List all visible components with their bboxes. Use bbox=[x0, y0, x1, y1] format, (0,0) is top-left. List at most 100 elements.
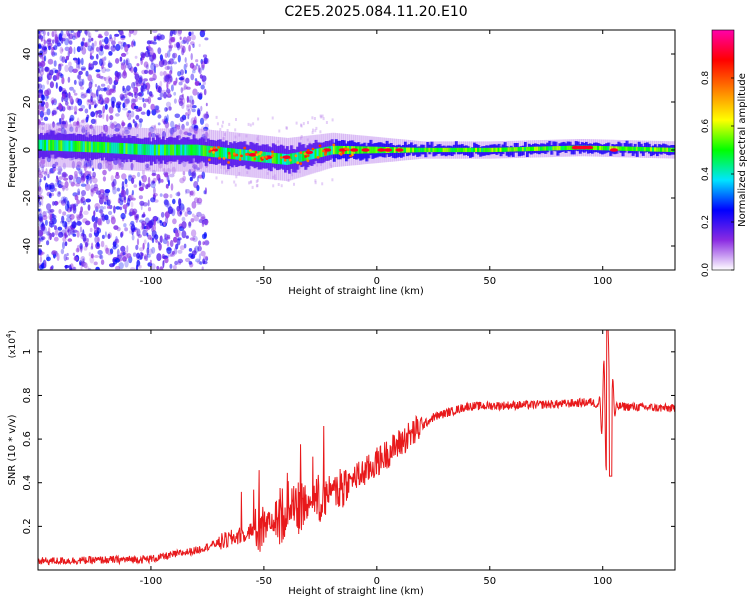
spectrogram-band-cell bbox=[473, 142, 477, 153]
spectrogram-band-core bbox=[485, 147, 489, 153]
spectrogram-noise-cell bbox=[228, 122, 231, 126]
spectrogram-peak bbox=[210, 147, 213, 151]
spectrogram-band-core bbox=[292, 153, 296, 164]
spectrogram-noise-cell bbox=[169, 76, 173, 83]
spectrogram-noise-cell bbox=[119, 30, 124, 36]
spectrogram-noise-cell bbox=[102, 57, 106, 62]
spectrogram-noise-cell bbox=[126, 245, 129, 253]
spectrogram-band-core bbox=[450, 147, 454, 153]
spectrogram-noise-cell bbox=[102, 160, 106, 165]
spectrogram-noise-cell bbox=[86, 114, 90, 119]
spectrogram-noise-cell bbox=[150, 94, 154, 98]
spectrogram-noise-cell bbox=[80, 171, 83, 175]
spectrogram-noise-cell bbox=[153, 35, 158, 40]
spectrogram-band-core bbox=[448, 147, 452, 153]
spectrogram-noise-cell bbox=[149, 47, 154, 56]
spectrogram-noise-cell bbox=[43, 30, 46, 36]
spectrogram-noise-cell bbox=[194, 78, 198, 82]
spectrogram-noise-cell bbox=[189, 190, 194, 196]
spectrogram-noise-cell bbox=[172, 198, 176, 205]
spectrogram-noise-cell bbox=[164, 74, 170, 83]
spectrogram-noise-cell bbox=[167, 91, 171, 97]
spectrogram-noise-cell bbox=[38, 61, 41, 67]
spectrogram-noise-cell bbox=[159, 92, 164, 98]
spectrogram-noise-cell bbox=[249, 180, 252, 184]
spectrogram-noise-cell bbox=[67, 76, 71, 83]
spectrogram-band-core bbox=[56, 140, 60, 151]
spectrogram-noise-cell bbox=[106, 114, 109, 122]
spectrogram-noise-cell bbox=[49, 167, 55, 174]
spectrogram-noise-cell bbox=[163, 221, 166, 227]
spectrogram-noise-cell bbox=[64, 241, 68, 247]
spectrogram-noise-cell bbox=[169, 129, 174, 136]
spectrogram-noise-cell bbox=[75, 121, 81, 129]
spectrogram-noise-cell bbox=[43, 55, 47, 62]
spectrogram-noise-cell bbox=[88, 81, 93, 89]
spectrogram-noise-cell bbox=[97, 35, 104, 39]
spectrogram-band-core bbox=[64, 140, 68, 152]
spectrogram-noise-cell bbox=[114, 33, 120, 37]
snr-x-ticks: -100 -50 0 50 100 bbox=[140, 330, 612, 587]
snr-y-ticks: 0.2 0.4 0.6 0.8 1 bbox=[22, 349, 675, 534]
spectrogram-peak bbox=[318, 144, 322, 148]
figure-title: C2E5.2025.084.11.20.E10 bbox=[284, 4, 467, 20]
spectrogram-noise-cell bbox=[248, 181, 250, 185]
spectrogram-noise-cell bbox=[105, 76, 110, 84]
spectrogram-noise-cell bbox=[134, 121, 138, 128]
spectrogram-noise-cell bbox=[142, 242, 145, 250]
spectrogram-noise-cell bbox=[135, 244, 139, 251]
spectrogram-noise-cell bbox=[39, 255, 43, 263]
spectrogram-noise-cell bbox=[272, 184, 275, 188]
spectrogram-noise-cell bbox=[121, 173, 127, 180]
spectrogram-noise-cell bbox=[141, 220, 147, 226]
spectrogram-noise-cell bbox=[201, 216, 206, 220]
snr-y-multiplier-close: ) bbox=[8, 330, 18, 334]
spectrogram-noise-cell bbox=[80, 94, 87, 99]
spectrogram-band-core bbox=[499, 147, 503, 152]
spectrogram-noise-cell bbox=[82, 78, 85, 86]
snr-frame bbox=[37, 329, 676, 571]
spectrogram-noise-cell bbox=[92, 171, 96, 178]
spectrogram-noise-cell bbox=[76, 221, 82, 226]
spectrogram-noise-cell bbox=[160, 211, 165, 218]
spectrogram-noise-cell bbox=[147, 234, 152, 240]
spectrogram-band-core bbox=[629, 146, 633, 151]
spectrogram-noise-cell bbox=[39, 226, 46, 233]
spectrogram-noise-cell bbox=[155, 82, 158, 90]
spectrogram-noise-cell bbox=[166, 107, 168, 111]
spectrogram-noise-cell bbox=[51, 99, 57, 103]
colorbar-tick-label: 0.4 bbox=[701, 167, 711, 182]
spectrogram-noise-cell bbox=[162, 59, 165, 65]
spectrogram-band-core bbox=[420, 147, 424, 153]
spectrogram-noise-cell bbox=[165, 183, 169, 189]
spectrogram-noise-cell bbox=[203, 126, 209, 132]
spectrogram-noise-cell bbox=[168, 45, 172, 52]
spectrogram-noise-cell bbox=[320, 162, 322, 166]
spectrogram-noise-cell bbox=[159, 54, 163, 61]
spectrogram-band-core bbox=[111, 142, 115, 154]
spectrogram-noise-cell bbox=[124, 178, 128, 185]
spectrogram-x-ticks: -100 -50 0 50 100 bbox=[140, 30, 612, 287]
spectrogram-noise-cell bbox=[247, 122, 250, 126]
spectrogram-noise-cell bbox=[331, 178, 334, 182]
spectrogram-noise-cell bbox=[62, 211, 67, 216]
spectrogram-noise-cell bbox=[134, 92, 138, 99]
spectrogram-noise-cell bbox=[39, 89, 43, 97]
spectrogram-noise-cell bbox=[53, 60, 57, 67]
spectrogram-band-core bbox=[119, 142, 123, 154]
spectrogram-noise-cell bbox=[51, 232, 55, 238]
colorbar: 0.0 0.2 0.4 0.6 0.8 Normalized spectral ampl… bbox=[701, 29, 748, 277]
spectrogram-band-core bbox=[633, 146, 637, 152]
spectrogram-noise-cell bbox=[96, 241, 100, 247]
spectrogram-noise-cell bbox=[53, 45, 58, 51]
spectrogram-noise-cell bbox=[95, 46, 100, 52]
spectrogram-noise-cell bbox=[266, 171, 269, 175]
spectrogram-noise-cell bbox=[235, 175, 238, 179]
spectrogram-noise-cell bbox=[116, 101, 122, 106]
spectrogram-noise-cell bbox=[47, 173, 50, 179]
spectrogram-band-core bbox=[617, 146, 621, 151]
spectrogram-noise-cell bbox=[80, 194, 84, 202]
spectrogram-noise-cell bbox=[81, 46, 87, 55]
